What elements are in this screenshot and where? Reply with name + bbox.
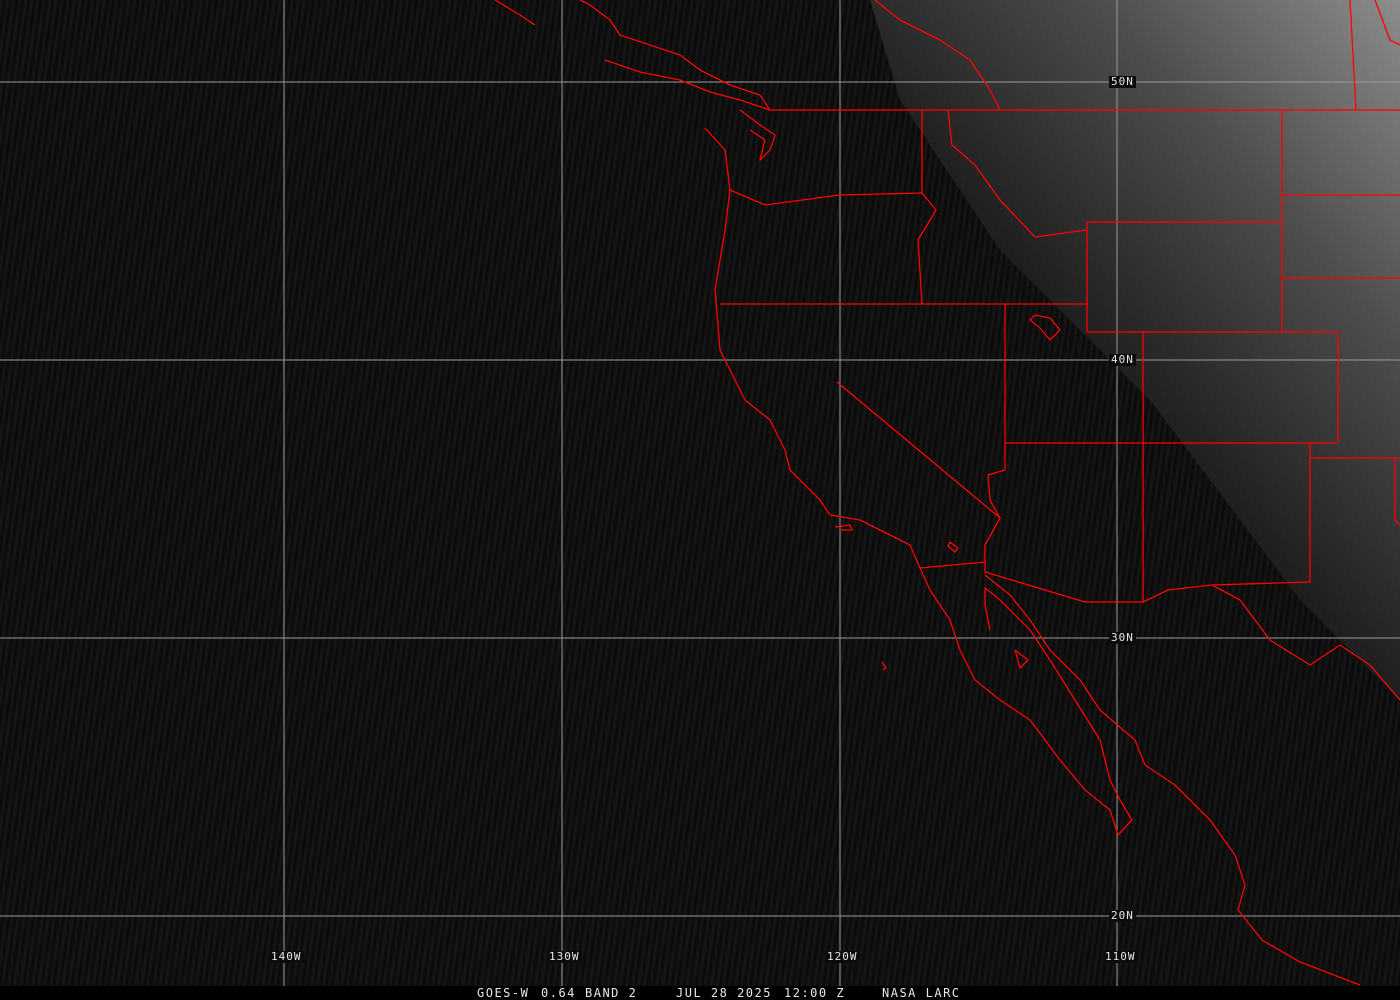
mexico-mainland-coast xyxy=(984,574,1361,986)
gulf-island xyxy=(1014,649,1029,669)
salton-sea xyxy=(947,541,959,553)
ca-nv-diagonal xyxy=(836,381,1001,519)
image-time: 12:00 Z xyxy=(784,986,846,1000)
wyoming-border xyxy=(1086,110,1283,333)
lat-label-30n: 30N xyxy=(1109,631,1136,644)
puget-sound xyxy=(739,109,776,161)
lat-label-20n: 20N xyxy=(1109,909,1136,922)
baja-west-coast xyxy=(919,567,1133,836)
four-corners-line xyxy=(1005,331,1339,444)
band-label: BAND 2 xyxy=(585,986,638,1000)
bc-coast xyxy=(494,0,536,26)
lat-label-50n: 50N xyxy=(1109,75,1136,88)
cloud-cover xyxy=(870,0,1400,700)
channel-islands xyxy=(834,524,853,531)
lon-label-130w: 130W xyxy=(547,950,582,963)
nm-border xyxy=(1211,443,1311,586)
lon-label-140w: 140W xyxy=(269,950,304,963)
great-salt-lake xyxy=(1029,314,1061,341)
canada-province-line xyxy=(1349,0,1357,111)
us-west-coast xyxy=(704,127,921,569)
image-caption-bar: GOES-W 0.64 BAND 2 JUL 28 2025 12:00 Z N… xyxy=(0,986,1400,1000)
guadalupe-island xyxy=(881,661,887,671)
lat-label-40n: 40N xyxy=(1109,353,1136,366)
bc-alberta-line xyxy=(874,0,1001,111)
canada-province-line-2 xyxy=(1374,0,1400,46)
lon-label-120w: 120W xyxy=(825,950,860,963)
vancouver-island-coast xyxy=(579,0,771,111)
oklahoma-line xyxy=(1394,458,1400,526)
channel-wavelength: 0.64 xyxy=(541,986,576,1000)
id-mt-border xyxy=(947,109,1088,238)
satellite-name: GOES-W xyxy=(477,986,530,1000)
lon-label-110w: 110W xyxy=(1103,950,1138,963)
credit-label: NASA LARC xyxy=(882,986,961,1000)
political-boundaries xyxy=(494,0,1400,986)
nv-ut-border xyxy=(984,304,1006,562)
image-date: JUL 28 2025 xyxy=(676,986,772,1000)
